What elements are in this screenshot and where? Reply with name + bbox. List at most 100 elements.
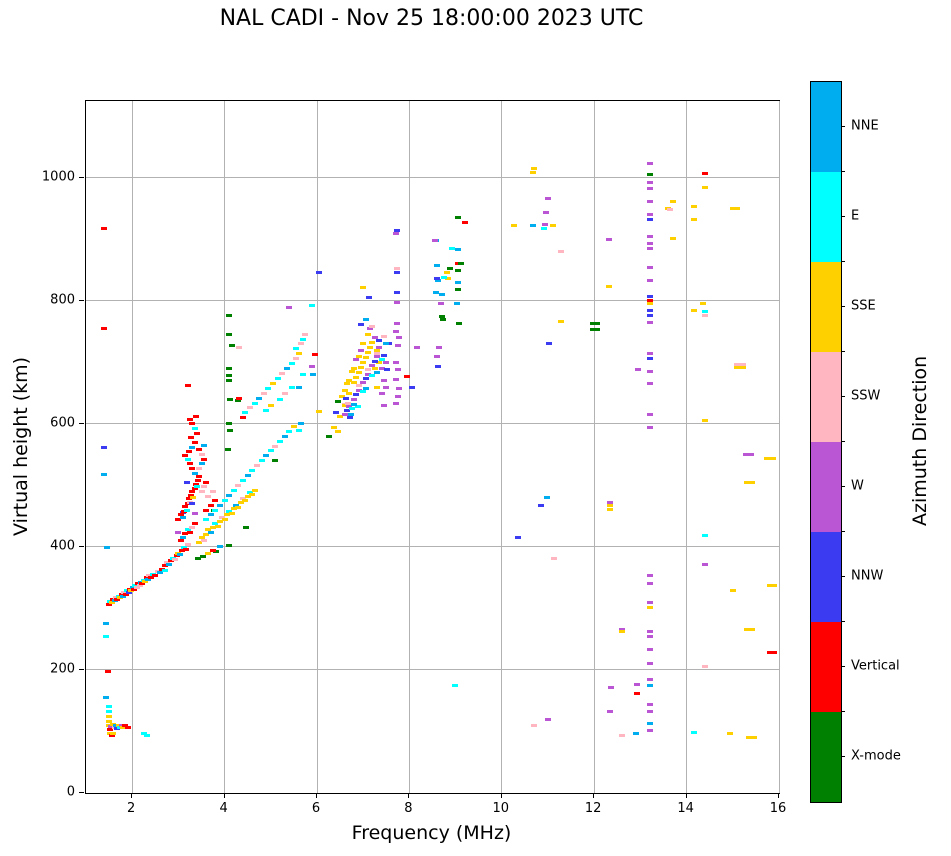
data-point-W bbox=[646, 382, 653, 386]
data-point-SSE bbox=[444, 271, 451, 275]
colorbar-boundary-tick bbox=[841, 171, 845, 172]
data-point-E bbox=[451, 684, 458, 688]
data-point-SSE bbox=[228, 511, 235, 515]
data-point-V bbox=[186, 462, 193, 466]
data-point-E bbox=[242, 411, 249, 415]
y-gridline bbox=[86, 669, 779, 671]
data-point-SSW bbox=[171, 558, 178, 562]
data-point-NNW bbox=[344, 408, 351, 412]
data-point-NNE bbox=[454, 280, 461, 284]
data-point-NNE bbox=[263, 454, 270, 458]
data-point-NNE bbox=[166, 562, 173, 566]
data-point-V bbox=[203, 508, 210, 512]
data-point-SSW bbox=[281, 391, 288, 395]
data-point-V bbox=[179, 549, 186, 553]
data-point-W bbox=[369, 363, 376, 367]
data-point-V bbox=[185, 497, 192, 501]
data-point-E bbox=[183, 508, 190, 512]
colorbar-tick-label-W: W bbox=[851, 478, 864, 494]
data-point-W bbox=[646, 635, 653, 639]
data-point-NNE bbox=[244, 474, 251, 478]
data-point-SSW bbox=[531, 724, 538, 728]
data-point-V bbox=[766, 650, 773, 654]
y-tick bbox=[79, 545, 84, 547]
data-point-E bbox=[258, 459, 265, 463]
x-gridline bbox=[686, 101, 688, 793]
data-point-W bbox=[605, 237, 612, 241]
data-point-W bbox=[748, 453, 755, 457]
data-point-NNE bbox=[191, 471, 198, 475]
data-point-W bbox=[346, 405, 353, 409]
colorbar-tick bbox=[841, 486, 845, 487]
data-point-W bbox=[353, 357, 360, 361]
data-point-W bbox=[646, 320, 653, 324]
data-point-W bbox=[646, 200, 653, 204]
data-point-X bbox=[454, 216, 461, 220]
data-point-E bbox=[690, 730, 697, 734]
data-point-SSE bbox=[355, 354, 362, 358]
data-point-E bbox=[251, 401, 258, 405]
data-point-W bbox=[393, 402, 400, 406]
data-point-SSE bbox=[376, 360, 383, 364]
data-point-W bbox=[378, 391, 385, 395]
data-point-W bbox=[646, 728, 653, 732]
data-point-E bbox=[300, 373, 307, 377]
data-point-NNW bbox=[394, 291, 401, 295]
data-point-NNE bbox=[646, 683, 653, 687]
data-point-W bbox=[434, 355, 441, 359]
colorbar-segment-NNW bbox=[811, 532, 841, 622]
data-point-X bbox=[454, 269, 461, 273]
data-point-NNW bbox=[371, 359, 378, 363]
data-point-SSW bbox=[235, 483, 242, 487]
data-point-SSE bbox=[749, 628, 756, 632]
data-point-W bbox=[618, 627, 625, 631]
data-point-V bbox=[135, 582, 142, 586]
colorbar-segment-E bbox=[811, 172, 841, 262]
data-point-SSE bbox=[745, 735, 752, 739]
data-point-SSE bbox=[198, 536, 205, 540]
data-point-SSE bbox=[734, 366, 741, 370]
data-point-E bbox=[193, 485, 200, 489]
data-point-NNW bbox=[347, 415, 354, 419]
data-point-NNW bbox=[646, 356, 653, 360]
data-point-W bbox=[396, 336, 403, 340]
data-point-NNE bbox=[119, 594, 126, 598]
data-point-X bbox=[243, 525, 250, 529]
data-point-X bbox=[213, 549, 220, 553]
data-point-W bbox=[393, 329, 400, 333]
data-point-SSW bbox=[380, 335, 387, 339]
data-point-W bbox=[371, 336, 378, 340]
colorbar-tick-label-SSW: SSW bbox=[851, 388, 881, 404]
y-tick-label: 400 bbox=[50, 538, 75, 554]
data-point-SSE bbox=[175, 551, 182, 555]
data-point-SSW bbox=[394, 267, 401, 271]
data-point-V bbox=[192, 482, 199, 486]
data-point-V bbox=[152, 573, 159, 577]
data-point-V bbox=[106, 602, 113, 606]
data-point-NNW bbox=[380, 353, 387, 357]
data-point-SSW bbox=[364, 368, 371, 372]
data-point-E bbox=[102, 634, 109, 638]
data-point-NNE bbox=[102, 622, 109, 626]
data-point-V bbox=[188, 493, 195, 497]
data-point-V bbox=[118, 592, 125, 596]
data-point-SSW bbox=[374, 351, 381, 355]
data-point-V bbox=[175, 517, 182, 521]
data-point-X bbox=[227, 397, 234, 401]
data-point-E bbox=[230, 488, 237, 492]
data-point-NNE bbox=[374, 370, 381, 374]
data-point-W bbox=[608, 685, 615, 689]
data-point-E bbox=[226, 509, 233, 513]
data-point-NNW bbox=[125, 590, 132, 594]
data-point-NNW bbox=[646, 217, 653, 221]
data-point-W bbox=[394, 343, 401, 347]
data-point-SSE bbox=[367, 346, 374, 350]
data-point-V bbox=[200, 458, 207, 462]
data-point-W bbox=[646, 630, 653, 634]
data-point-SSE bbox=[607, 507, 614, 511]
data-point-SSE bbox=[727, 731, 734, 735]
data-point-SSE bbox=[196, 540, 203, 544]
y-gridline bbox=[86, 423, 779, 425]
colorbar-axis-label: Azimuth Direction bbox=[909, 355, 931, 527]
